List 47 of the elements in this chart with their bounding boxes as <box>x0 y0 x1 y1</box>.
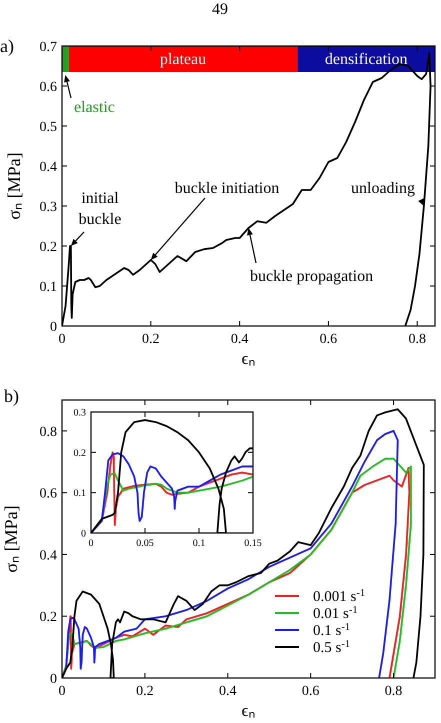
y-tick-label: 0.1 <box>40 280 57 295</box>
y-tick-label: 0.2 <box>40 240 57 255</box>
y-tick-label: 0.6 <box>40 486 57 502</box>
x-tick-label: 0.6 <box>320 332 338 347</box>
legend-label: 0.001 s$^{-1}$ <box>313 588 366 605</box>
y-tick-label: 0.6 <box>40 80 57 95</box>
y-tick-label: 0.4 <box>40 160 57 175</box>
annotation: unloading <box>351 180 415 197</box>
chart-title: a) <box>0 36 14 56</box>
y-tick-label: 0.3 <box>74 408 86 418</box>
y-tick-label: 0 <box>50 320 57 335</box>
x-tick-label: 0.2 <box>142 332 160 347</box>
y-tick-label: 0.7 <box>40 40 57 55</box>
x-tick-label: 0.6 <box>302 684 320 699</box>
y-axis-title: σₙ [MPa] <box>1 505 21 573</box>
legend-label: 0.1 s$^{-1}$ <box>313 622 350 639</box>
chart-title: b) <box>4 386 19 406</box>
y-tick-label: 0.3 <box>40 200 57 215</box>
y-tick-label: 0.2 <box>74 448 86 459</box>
y-tick-label: 0.2 <box>40 610 57 626</box>
legend-label: 0.5 s$^{-1}$ <box>313 638 350 656</box>
x-tick-label: 0.15 <box>244 538 262 549</box>
band-label: densification <box>324 51 408 68</box>
x-tick-label: 0.2 <box>136 684 154 699</box>
y-tick-label: 0.5 <box>40 120 57 135</box>
y-tick-label: 0 <box>50 672 57 687</box>
x-tick-label: 0.8 <box>384 684 402 699</box>
legend-label: 0.01 s$^{-1}$ <box>313 604 358 622</box>
y-axis-title: σₙ [MPa] <box>4 152 24 220</box>
x-tick-label: 0.8 <box>408 332 426 347</box>
x-tick-label: 0.1 <box>192 538 206 549</box>
x-tick-label: 0.05 <box>136 538 154 549</box>
y-tick-label: 0.8 <box>40 424 57 440</box>
band-label: plateau <box>160 51 206 68</box>
x-tick-label: 0.4 <box>219 684 237 699</box>
text: 49 <box>212 1 228 18</box>
y-tick-label: 0.4 <box>40 548 57 564</box>
annotation: buckle propagation <box>250 268 374 285</box>
x-axis-title: ϵₙ <box>242 349 256 368</box>
y-tick-label: 0.1 <box>74 488 86 500</box>
annotation: buckle initiation <box>174 180 280 197</box>
band-label: elastic <box>74 99 115 116</box>
x-axis-title: ϵₙ <box>242 701 256 720</box>
annotation: initial buckle <box>78 190 122 228</box>
x-tick-label: 0.4 <box>230 332 248 347</box>
y-tick-label: 0 <box>81 528 86 540</box>
x-tick-label: 0 <box>88 538 94 549</box>
